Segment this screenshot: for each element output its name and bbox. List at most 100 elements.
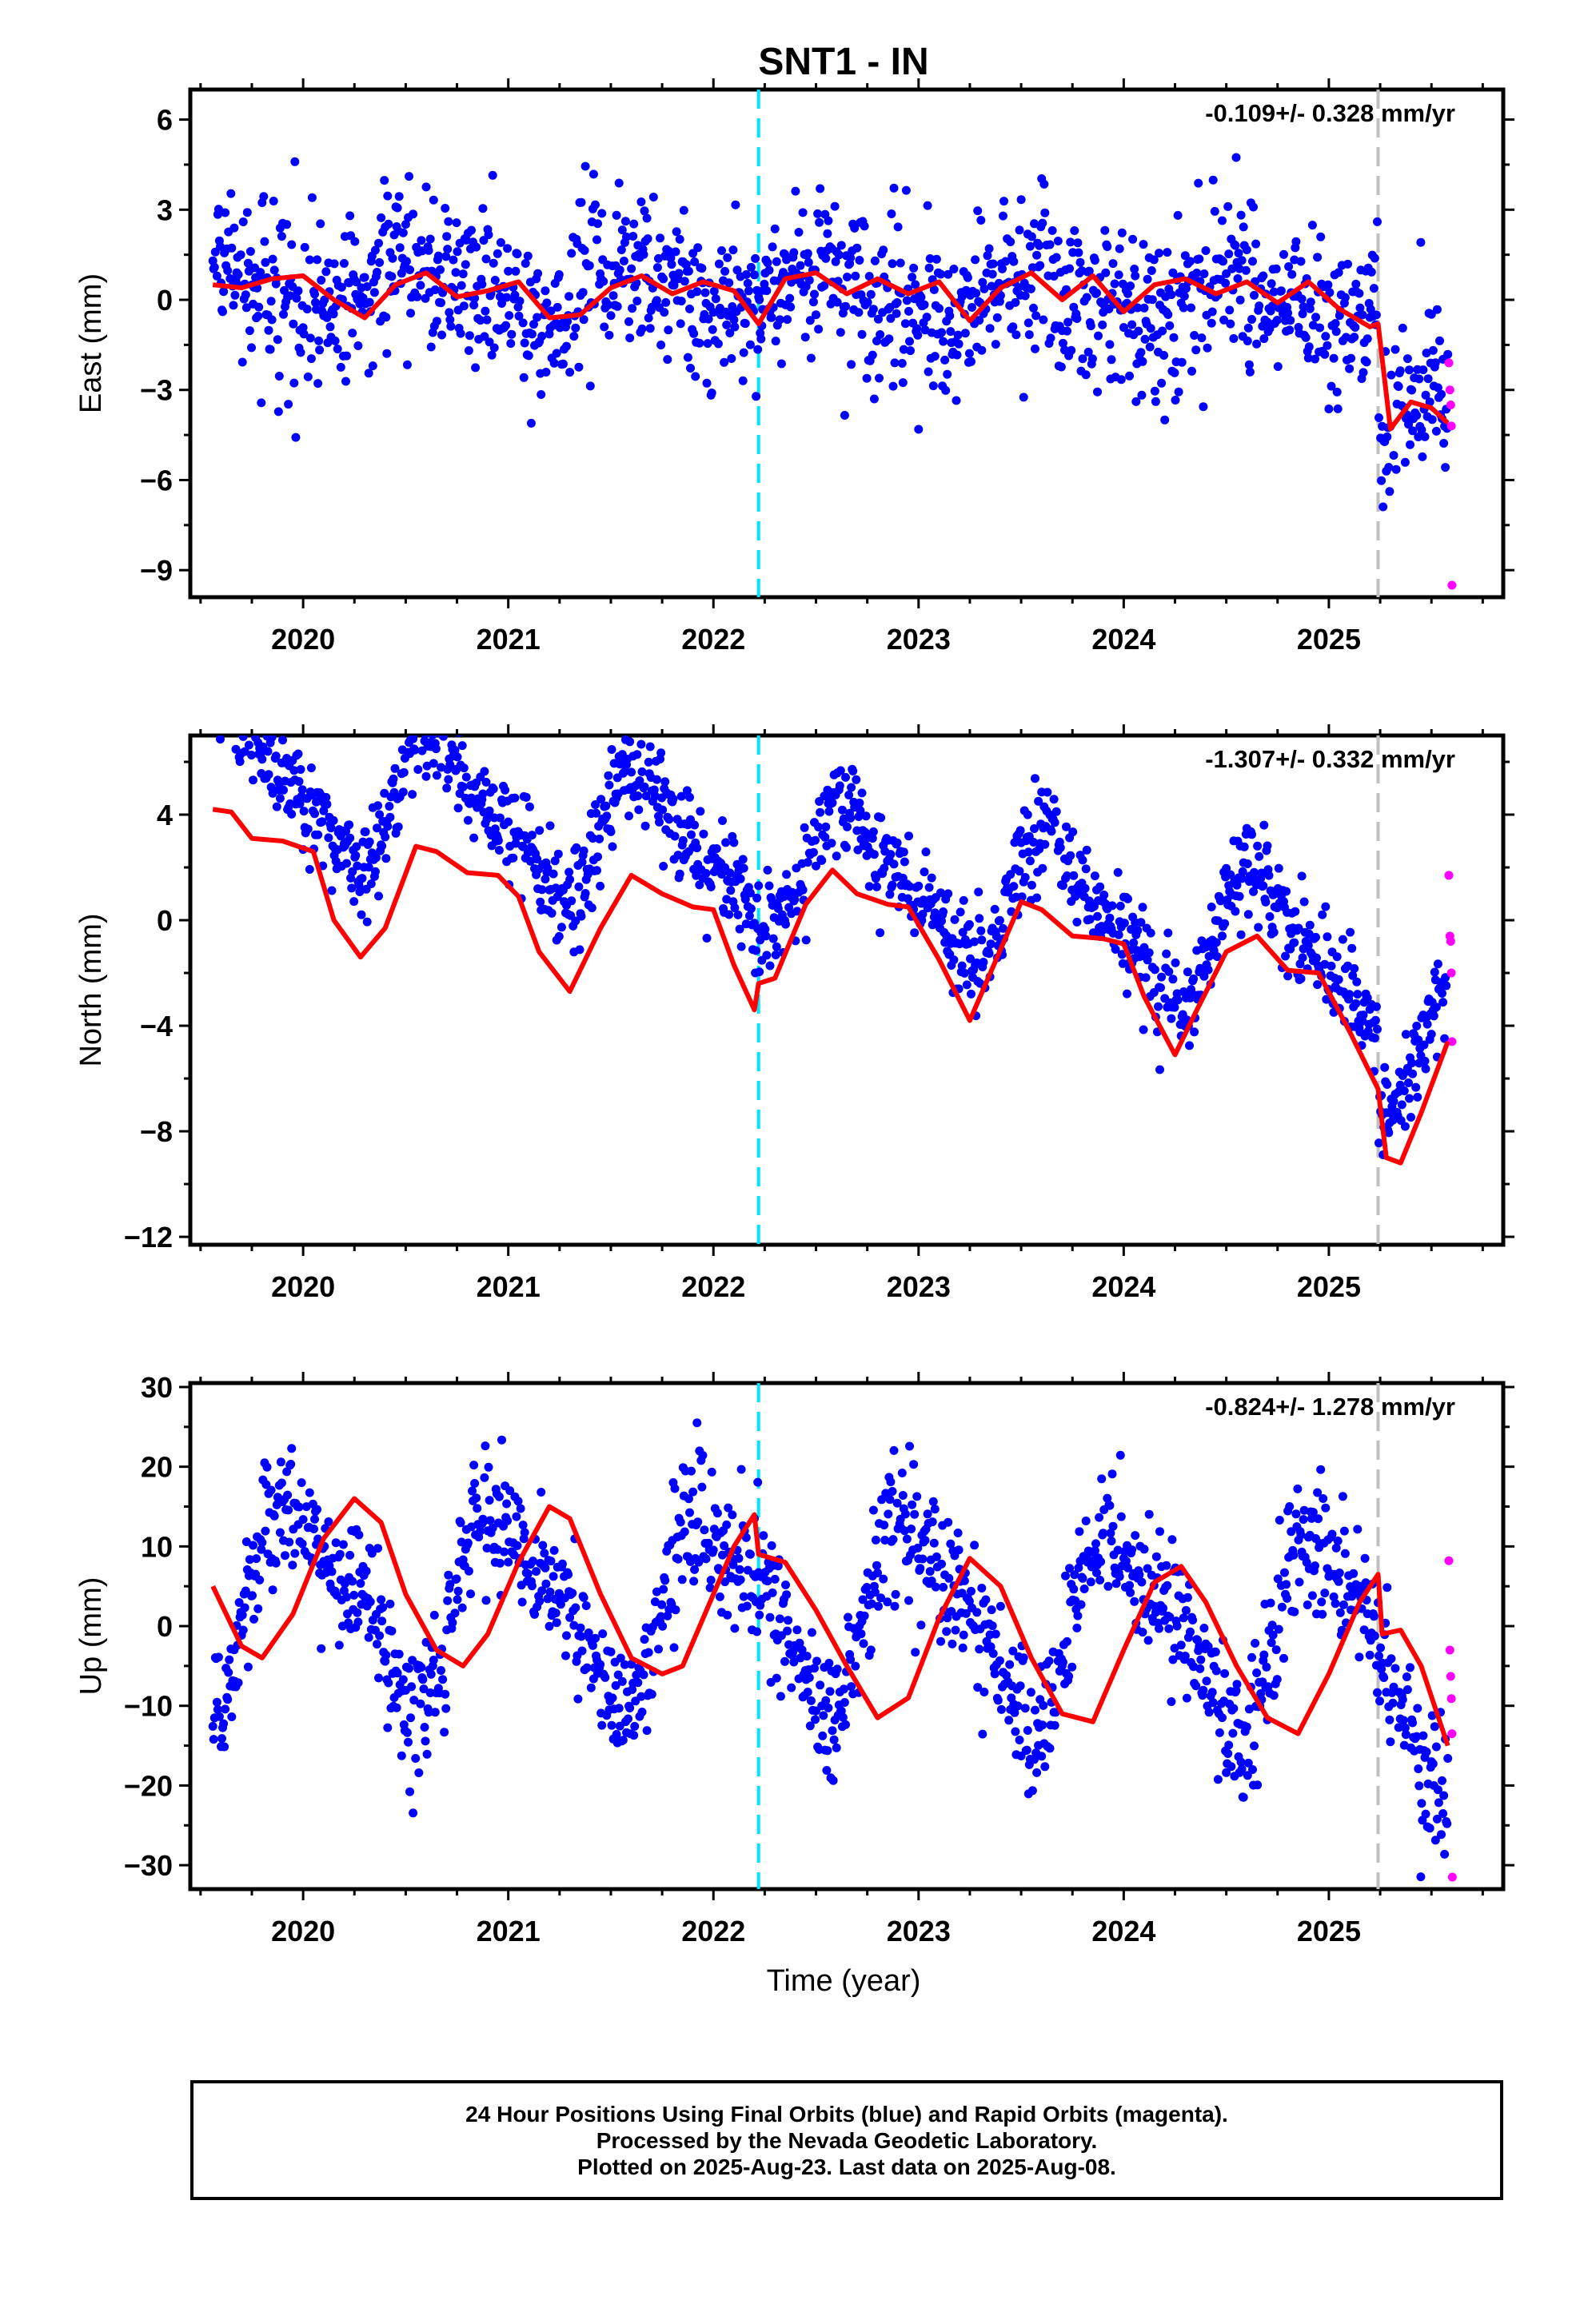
data-point [993,1696,1003,1705]
data-point [505,311,514,321]
data-point [1125,371,1134,381]
data-point [705,1583,715,1593]
data-point [1323,341,1332,350]
data-point [1040,839,1050,849]
data-point [478,789,488,799]
data-point [440,1728,449,1737]
data-point [208,1721,217,1731]
data-point [752,893,762,903]
data-point [505,1486,515,1496]
data-point [579,1593,589,1602]
data-point [1226,319,1235,329]
x-tick-label-east: 2022 [681,623,745,656]
data-point [1123,989,1131,999]
data-point [264,325,273,335]
data-point [960,968,969,978]
data-point [284,400,293,409]
data-point [1269,287,1279,297]
data-point [1355,303,1365,313]
data-point [393,822,403,831]
data-point [1338,935,1347,944]
data-point [1063,1636,1071,1646]
data-point [1113,1545,1123,1555]
data-point [245,1555,254,1565]
data-point [1320,349,1330,359]
data-point [847,1682,856,1692]
data-point [946,1539,956,1549]
data-point [996,1704,1006,1714]
data-point [673,1554,683,1564]
data-point [327,886,337,895]
data-point [387,272,397,281]
data-point [377,1595,386,1604]
data-point [541,875,550,884]
data-point [1015,225,1024,235]
data-point [782,870,792,879]
data-point [803,1688,812,1696]
data-point [693,243,703,253]
data-point [502,1499,512,1509]
data-point [453,247,462,257]
data-point [485,806,494,815]
data-point [874,1601,883,1611]
data-point [1094,331,1103,341]
data-point [1050,1720,1059,1730]
data-point [1136,348,1146,357]
data-point [1351,279,1361,289]
data-point [373,1640,381,1649]
data-point [262,1462,272,1472]
data-point [297,1539,307,1549]
data-point [1318,910,1327,919]
data-point [1149,255,1159,265]
data-point [830,201,840,211]
data-point [364,369,373,378]
data-point [700,288,710,297]
data-point [918,1554,928,1564]
data-point [1078,354,1087,364]
data-point [411,1754,421,1763]
data-point [1257,868,1267,878]
data-point [884,1509,893,1519]
data-point [712,1509,722,1518]
data-point [1250,867,1259,877]
data-point [1386,1737,1395,1747]
data-point [631,699,640,708]
data-point [209,696,218,705]
data-point [684,266,693,276]
data-point [320,295,329,305]
data-point [1400,1723,1410,1732]
data-point [1155,1527,1164,1537]
data-point [1301,333,1311,342]
data-point [413,705,421,714]
data-point [916,1620,926,1630]
data-point [908,1500,917,1509]
data-point [1386,370,1396,380]
data-point [1430,967,1439,977]
data-point [884,334,894,344]
data-point [612,301,622,311]
data-point [316,219,325,229]
data-point [504,1557,513,1567]
data-point [1414,374,1424,384]
data-point [445,308,454,317]
data-point [620,217,630,226]
data-point [489,258,498,268]
data-point [532,1567,541,1577]
data-point [1267,279,1276,289]
data-point [307,193,317,202]
data-point [1293,1484,1303,1493]
data-point [820,832,830,842]
data-point [821,1696,831,1705]
data-point [606,311,616,321]
data-point [591,200,600,209]
data-point [1263,1682,1273,1692]
data-point [900,319,910,329]
data-point [437,1666,445,1675]
data-point [1299,897,1309,907]
data-point [1265,912,1275,921]
x-tick-label-up: 2021 [477,1915,541,1947]
data-point [1114,930,1123,939]
data-point [899,345,908,354]
data-point [1011,330,1021,340]
data-point [373,801,382,811]
